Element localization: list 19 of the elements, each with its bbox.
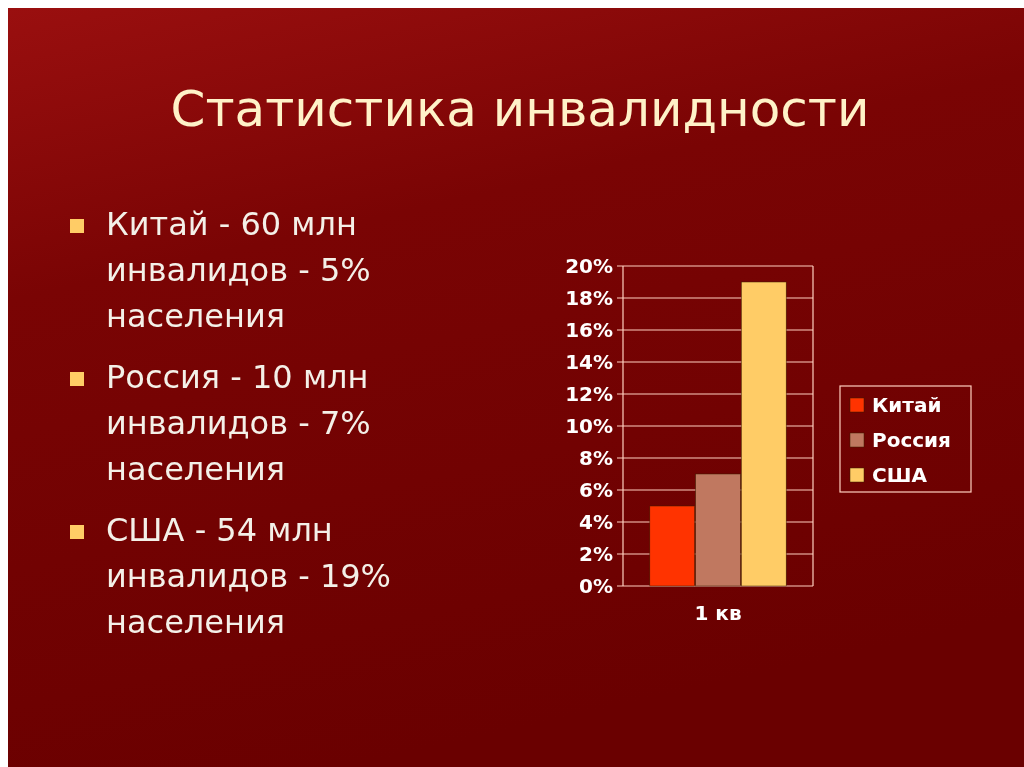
chart-title: Статистика инвалидности bbox=[170, 80, 870, 138]
y-tick-label: 16% bbox=[565, 318, 613, 342]
text: США - 54 млн инвалидов - 19% населения bbox=[106, 511, 392, 641]
legend-label: Китай bbox=[872, 393, 942, 417]
y-tick-label: 10% bbox=[565, 414, 613, 438]
legend-label: Россия bbox=[872, 428, 951, 452]
y-tick-label: 6% bbox=[579, 478, 613, 502]
y-tick-label: 2% bbox=[579, 542, 613, 566]
y-tick-label: 0% bbox=[579, 574, 613, 598]
y-tick-label: 4% bbox=[579, 510, 613, 534]
text: Китай - 60 млн инвалидов - 5% населения bbox=[106, 205, 371, 335]
text: Россия - 10 млн инвалидов - 7% населения bbox=[106, 358, 371, 488]
y-tick-label: 18% bbox=[565, 286, 613, 310]
y-tick-label: 8% bbox=[579, 446, 613, 470]
y-tick-label: 14% bbox=[565, 350, 613, 374]
y-tick-label: 20% bbox=[565, 254, 613, 278]
x-tick-label: 1 кв bbox=[694, 601, 742, 625]
legend-label: США bbox=[872, 463, 928, 487]
y-tick-label: 12% bbox=[565, 382, 613, 406]
